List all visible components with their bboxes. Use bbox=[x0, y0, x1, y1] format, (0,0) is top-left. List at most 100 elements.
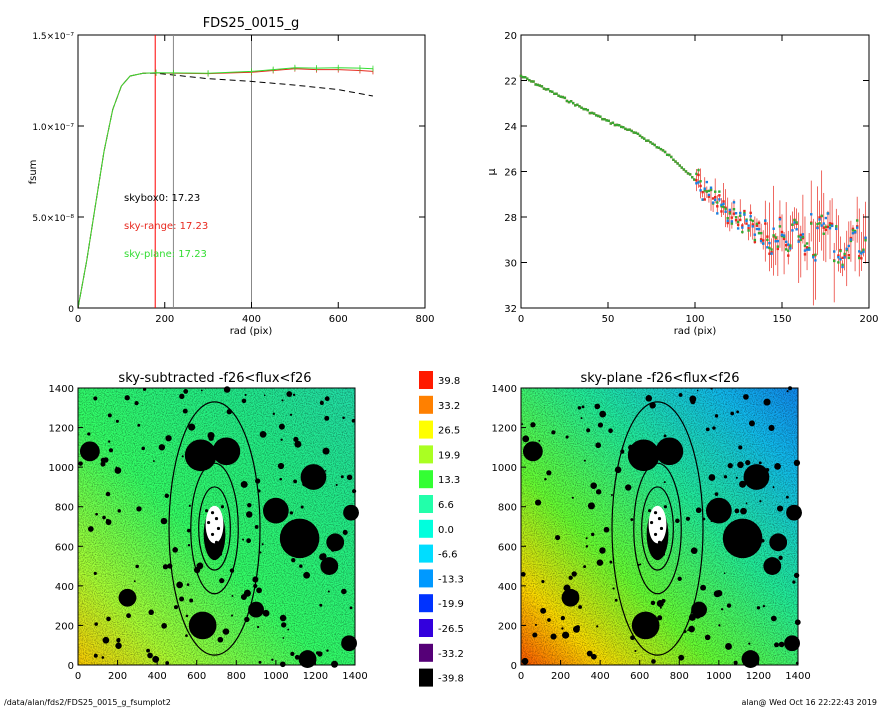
data-point bbox=[597, 114, 600, 118]
data-point bbox=[780, 233, 784, 237]
data-point bbox=[810, 213, 813, 216]
data-point bbox=[588, 111, 592, 115]
data-point bbox=[770, 252, 773, 255]
data-point bbox=[799, 233, 802, 237]
source-mask bbox=[712, 426, 716, 430]
source-mask bbox=[208, 544, 213, 548]
colorbar-label: -6.6 bbox=[438, 550, 458, 561]
source-mask bbox=[142, 387, 147, 391]
source-mask bbox=[677, 576, 682, 581]
source-mask bbox=[608, 428, 613, 434]
source-mask bbox=[102, 515, 106, 520]
data-point bbox=[649, 141, 652, 144]
data-point bbox=[726, 216, 729, 220]
data-point bbox=[768, 241, 771, 245]
data-point bbox=[751, 219, 754, 223]
source-mask bbox=[242, 538, 245, 541]
x-tick-label: 50 bbox=[602, 314, 615, 325]
source-mask bbox=[675, 518, 680, 524]
data-point bbox=[745, 219, 748, 223]
colorbar-swatch bbox=[419, 643, 433, 662]
data-point bbox=[551, 90, 554, 93]
chart-title: FDS25_0015_g bbox=[203, 16, 300, 31]
data-point bbox=[743, 213, 746, 216]
data-point bbox=[617, 124, 621, 127]
data-point bbox=[734, 216, 738, 219]
data-point bbox=[720, 203, 723, 207]
source-mask bbox=[158, 444, 166, 451]
source-mask bbox=[722, 518, 763, 559]
data-point bbox=[833, 250, 836, 253]
data-point bbox=[716, 205, 719, 208]
data-point bbox=[835, 227, 838, 231]
source-mask bbox=[93, 571, 97, 575]
data-point bbox=[855, 219, 859, 222]
source-mask bbox=[240, 480, 248, 488]
source-mask bbox=[179, 596, 185, 602]
data-point bbox=[741, 226, 744, 229]
source-mask bbox=[723, 572, 726, 574]
source-mask bbox=[571, 571, 577, 577]
source-mask bbox=[147, 652, 153, 659]
data-point bbox=[726, 219, 729, 223]
source-mask bbox=[105, 519, 112, 526]
source-mask bbox=[162, 564, 169, 570]
source-mask bbox=[688, 625, 695, 633]
data-point bbox=[826, 225, 830, 229]
source-mask bbox=[737, 461, 744, 469]
y-tick-label: 32 bbox=[504, 304, 517, 315]
data-point bbox=[828, 223, 832, 227]
data-point bbox=[768, 246, 771, 250]
source-mask bbox=[278, 423, 285, 430]
source-mask bbox=[774, 642, 780, 648]
source-mask bbox=[714, 414, 719, 418]
source-mask bbox=[651, 659, 656, 664]
source-mask bbox=[134, 401, 139, 406]
y-tick-label: 800 bbox=[498, 503, 517, 514]
source-mask bbox=[319, 603, 323, 607]
colorbar-label: 19.9 bbox=[438, 450, 460, 461]
x-axis-label: rad (pix) bbox=[674, 326, 717, 337]
source-mask bbox=[185, 614, 189, 618]
source-mask bbox=[322, 447, 330, 455]
source-mask bbox=[596, 559, 604, 566]
data-point bbox=[747, 227, 750, 230]
source-mask bbox=[341, 635, 357, 652]
y-tick-label: 1.5×10⁻⁷ bbox=[32, 32, 74, 42]
data-point bbox=[820, 224, 823, 227]
source-mask bbox=[655, 437, 684, 466]
source-mask bbox=[571, 496, 574, 499]
source-mask bbox=[741, 650, 760, 668]
source-mask bbox=[581, 405, 585, 409]
data-point bbox=[791, 223, 794, 226]
data-point bbox=[611, 121, 615, 124]
source-mask bbox=[335, 483, 338, 487]
data-point bbox=[659, 147, 663, 151]
data-point bbox=[860, 252, 863, 255]
source-mask bbox=[231, 614, 234, 617]
source-mask bbox=[281, 399, 284, 402]
data-point bbox=[778, 225, 782, 228]
source-mask bbox=[186, 528, 191, 533]
source-mask bbox=[207, 520, 211, 525]
data-point bbox=[743, 211, 746, 215]
data-point bbox=[749, 211, 752, 215]
source-mask bbox=[700, 584, 707, 591]
y-tick-label: 30 bbox=[504, 259, 517, 270]
data-point bbox=[532, 80, 535, 83]
data-point bbox=[605, 119, 608, 122]
source-mask bbox=[544, 478, 547, 481]
source-mask bbox=[124, 395, 130, 401]
colorbar-label: 6.6 bbox=[438, 500, 454, 511]
source-mask bbox=[210, 532, 215, 536]
source-mask bbox=[87, 526, 94, 532]
data-point bbox=[814, 253, 817, 256]
source-mask bbox=[222, 628, 230, 635]
data-point bbox=[778, 216, 782, 220]
data-point bbox=[736, 227, 740, 230]
data-point bbox=[860, 257, 863, 260]
source-mask bbox=[342, 529, 348, 535]
data-point bbox=[553, 92, 556, 96]
source-mask bbox=[189, 598, 194, 603]
